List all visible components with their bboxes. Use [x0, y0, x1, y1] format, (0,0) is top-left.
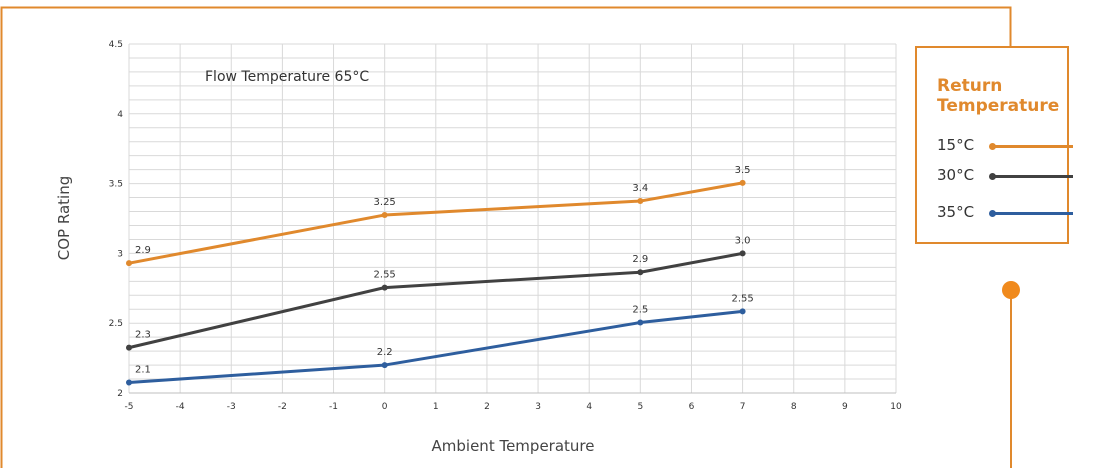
x-tick-label: 2: [484, 402, 490, 412]
data-point: [126, 260, 132, 267]
data-label: 2.9: [632, 254, 648, 265]
data-point: [381, 362, 388, 369]
legend-label: 35°C: [937, 203, 975, 221]
x-tick-label: 9: [842, 402, 848, 412]
data-label: 2.55: [731, 293, 753, 304]
x-tick-label: -5: [125, 402, 134, 412]
connector-dot: [1002, 281, 1020, 299]
x-tick-label: 8: [791, 402, 797, 412]
legend-label: 15°C: [937, 136, 975, 154]
data-label: 2.3: [135, 330, 151, 341]
x-tick-label: -3: [227, 402, 236, 412]
data-label: 3.5: [735, 165, 751, 176]
y-tick-label: 3.5: [109, 180, 123, 190]
data-label: 2.55: [374, 270, 396, 281]
data-point: [739, 308, 746, 315]
legend-item-15c: 15°C: [937, 136, 1077, 156]
chart-annotation: Flow Temperature 65°C: [205, 69, 369, 85]
legend-swatch: [989, 173, 1073, 180]
legend-item-35c: 35°C: [937, 203, 1077, 223]
legend-label: 30°C: [937, 166, 975, 184]
x-tick-label: 7: [740, 402, 746, 412]
data-label: 3.0: [735, 235, 751, 246]
data-point: [637, 319, 644, 326]
y-tick-label: 2.5: [109, 319, 123, 329]
data-label: 3.25: [374, 197, 396, 208]
y-tick-label: 3: [117, 249, 123, 259]
y-tick-label: 4: [117, 110, 123, 120]
legend-swatch: [989, 210, 1073, 217]
data-label: 2.2: [377, 347, 393, 358]
x-tick-label: -4: [176, 402, 185, 412]
legend-swatch: [989, 143, 1073, 150]
y-axis-label: COP Rating: [55, 176, 73, 260]
series-line: [128, 181, 743, 265]
data-point: [126, 344, 132, 351]
data-label: 2.5: [632, 305, 648, 316]
data-label: 3.4: [632, 183, 648, 194]
y-tick-label: 4.5: [109, 40, 123, 50]
data-point: [381, 212, 388, 219]
x-tick-label: -1: [329, 402, 338, 412]
x-tick-label: 1: [433, 402, 439, 412]
series-group: 2.9 3.25 3.4 3.5 2.3 2.55 2.9 3.0 2.1 2.2 2.5 2.55: [126, 165, 754, 386]
y-tick-label: 2: [117, 389, 123, 399]
data-label: 2.1: [135, 365, 151, 376]
y-tick-labels: 2 2.5 3 3.5 4 4.5: [109, 40, 124, 399]
legend-title: Return Temperature: [937, 76, 1060, 116]
x-tick-label: 3: [535, 402, 541, 412]
legend-item-30c: 30°C: [937, 166, 1077, 186]
x-tick-label: 6: [689, 402, 695, 412]
x-tick-label: 4: [586, 402, 592, 412]
x-tick-label: 5: [637, 402, 643, 412]
x-axis-label: Ambient Temperature: [432, 437, 595, 455]
data-point: [739, 250, 746, 257]
grid: [128, 43, 897, 394]
x-tick-labels: -5 -4 -3 -2 -1 0 1 2 3 4 5 6 7 8 9 10: [125, 402, 902, 412]
data-point: [381, 284, 388, 291]
data-point: [126, 379, 132, 386]
x-tick-label: -2: [278, 402, 287, 412]
data-point: [739, 179, 746, 186]
series-line: [128, 309, 743, 385]
x-tick-label: 10: [890, 402, 902, 412]
legend: Return Temperature 15°C 30°C 35°C: [915, 46, 1073, 244]
x-tick-label: 0: [382, 402, 388, 412]
series-line: [128, 251, 743, 350]
data-point: [637, 198, 644, 205]
data-label: 2.9: [135, 245, 151, 256]
data-point: [637, 269, 644, 276]
